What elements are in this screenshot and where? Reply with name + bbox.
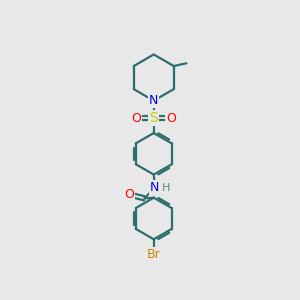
Text: O: O <box>166 112 176 124</box>
Text: N: N <box>149 94 158 107</box>
Text: S: S <box>149 111 158 125</box>
Text: N: N <box>150 181 160 194</box>
Text: O: O <box>131 112 141 124</box>
Text: H: H <box>162 183 170 193</box>
Text: O: O <box>124 188 134 201</box>
Text: Br: Br <box>147 248 160 261</box>
